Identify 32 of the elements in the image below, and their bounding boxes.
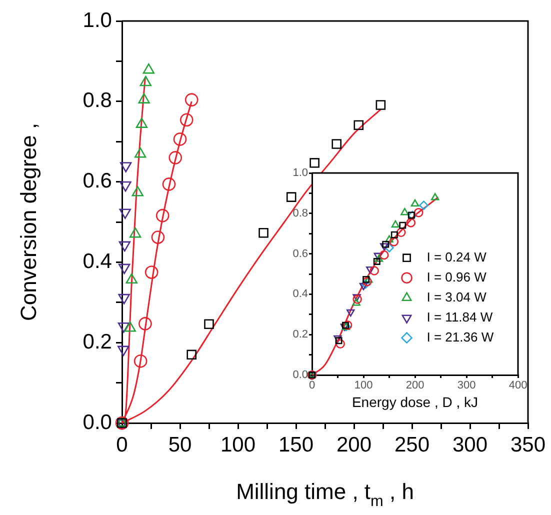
- y-tick-label: 0.8: [292, 207, 308, 220]
- y-tick-label: 1.0: [292, 167, 308, 180]
- x-tick-label: 100: [354, 380, 373, 392]
- x-tick-label: 100: [220, 433, 256, 456]
- x-tick-label: 250: [394, 433, 430, 456]
- x-tick-label: 50: [168, 433, 192, 456]
- x-tick-label: 200: [336, 433, 372, 456]
- y-tick-label: 0.8: [82, 89, 112, 112]
- x-tick-label: 350: [510, 433, 546, 456]
- y-tick-label: 1.0: [82, 8, 112, 32]
- y-tick-label: 0.2: [82, 330, 112, 354]
- y-tick-label: 0.2: [292, 328, 308, 341]
- y-tick-label: 0.4: [82, 250, 112, 273]
- y-tick-label: 0.6: [82, 170, 112, 193]
- x-tick-label: 200: [406, 380, 424, 392]
- legend-label: I = 0.96 W: [426, 269, 488, 284]
- legend-label: I = 0.24 W: [426, 249, 488, 264]
- y-tick-label: 0.0: [82, 410, 112, 434]
- x-tick-label: 150: [278, 433, 314, 456]
- y-tick-label: 0.4: [292, 288, 308, 300]
- y-tick-label: 0.0: [292, 369, 308, 382]
- x-tick-label: 300: [457, 380, 476, 392]
- x-tick-label: 400: [508, 380, 528, 392]
- legend-label: I = 3.04 W: [426, 289, 488, 304]
- x-tick-label: 0: [308, 380, 316, 392]
- x-tick-label: 300: [452, 433, 488, 456]
- legend-label: I = 21.36 W: [426, 329, 494, 344]
- x-tick-label: 0: [116, 433, 128, 456]
- x-axis-title: Energy dose , D , kJ: [352, 394, 478, 410]
- legend-label: I = 11.84 W: [426, 309, 494, 324]
- y-axis-title: Conversion degree ,: [16, 122, 42, 322]
- y-tick-label: 0.6: [292, 248, 308, 260]
